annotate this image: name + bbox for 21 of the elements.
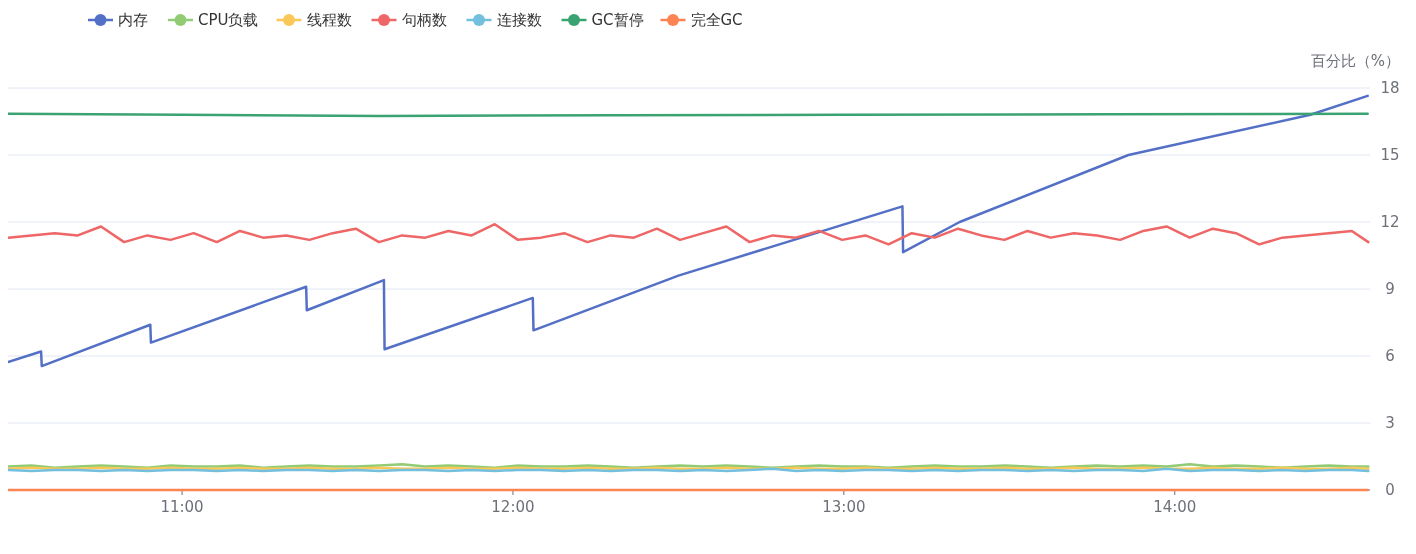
- line-series: [8, 94, 1369, 368]
- y-tick-label: 15: [1380, 146, 1400, 164]
- legend-label: GC暂停: [591, 11, 644, 29]
- y-tick-label: 3: [1385, 414, 1395, 432]
- legend-label: 线程数: [306, 11, 352, 29]
- x-tick-label: 13:00: [822, 498, 866, 516]
- x-tick-label: 12:00: [491, 498, 535, 516]
- y-axis-title: 百分比（%）: [1310, 52, 1400, 70]
- legend-label: 内存: [118, 11, 148, 29]
- y-tick-label: 12: [1380, 213, 1400, 231]
- legend-label: CPU负载: [198, 11, 259, 29]
- y-tick-label: 6: [1385, 347, 1395, 365]
- y-tick-label: 9: [1385, 280, 1395, 298]
- x-tick-label: 14:00: [1153, 498, 1197, 516]
- y-tick-label: 0: [1385, 481, 1395, 499]
- legend-label: 连接数: [496, 11, 542, 29]
- legend-label: 完全GC: [690, 11, 743, 29]
- legend-label: 句柄数: [401, 11, 447, 29]
- x-tick-label: 11:00: [160, 498, 204, 516]
- line-series: [8, 222, 1370, 246]
- y-tick-label: 18: [1380, 79, 1400, 97]
